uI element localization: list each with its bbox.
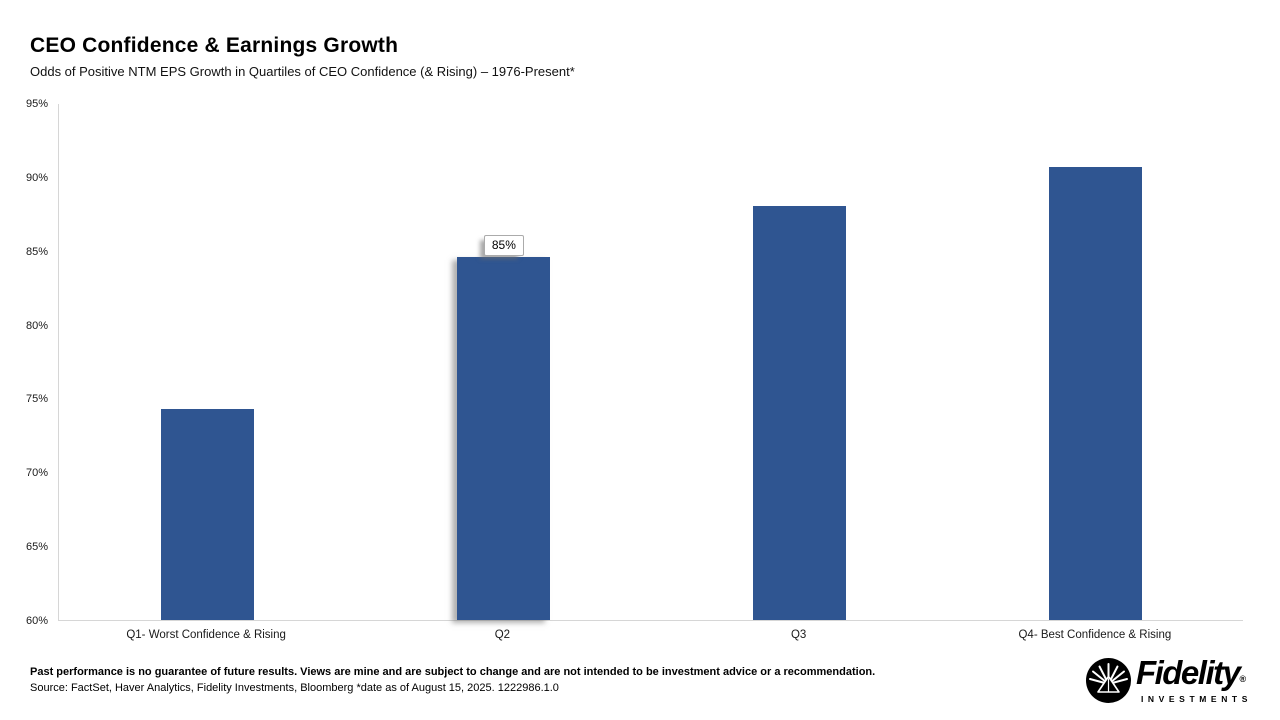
bar-q1[interactable] bbox=[160, 408, 254, 620]
x-tick-label: Q1- Worst Confidence & Rising bbox=[126, 629, 286, 641]
x-tick-label: Q2 bbox=[494, 629, 511, 641]
bar-q2[interactable] bbox=[456, 256, 550, 620]
y-tick-label: 75% bbox=[25, 393, 48, 406]
bar-q3[interactable] bbox=[753, 206, 847, 620]
chart-title: CEO Confidence & Earnings Growth bbox=[30, 34, 399, 57]
x-tick-label: Q3 bbox=[790, 629, 807, 641]
y-tick-label: 90% bbox=[25, 171, 48, 184]
y-tick-label: 80% bbox=[25, 319, 48, 332]
disclaimer-text: Past performance is no guarantee of futu… bbox=[30, 666, 876, 678]
y-tick-label: 85% bbox=[25, 245, 48, 258]
fidelity-pyramid-icon bbox=[1085, 657, 1131, 703]
fidelity-logo: Fidelity® INVESTMENTS bbox=[1085, 656, 1252, 704]
fidelity-wordmark: Fidelity® INVESTMENTS bbox=[1136, 656, 1252, 704]
logo-brand-text: Fidelity® bbox=[1135, 654, 1247, 691]
logo-sub-text: INVESTMENTS bbox=[1140, 694, 1252, 704]
y-tick-label: 95% bbox=[25, 98, 48, 110]
source-text: Source: FactSet, Haver Analytics, Fideli… bbox=[30, 682, 559, 694]
data-label-tooltip: 85% bbox=[483, 234, 524, 256]
registered-mark: ® bbox=[1239, 674, 1247, 684]
data-label-value: 85% bbox=[491, 237, 516, 252]
chart-subtitle: Odds of Positive NTM EPS Growth in Quart… bbox=[30, 64, 575, 79]
y-tick-label: 65% bbox=[25, 541, 48, 554]
y-tick-label: 60% bbox=[25, 615, 48, 627]
x-tick-label: Q4- Best Confidence & Rising bbox=[1018, 629, 1172, 641]
y-tick-label: 70% bbox=[25, 467, 48, 480]
plot-area bbox=[58, 104, 1243, 621]
bar-q4[interactable] bbox=[1049, 166, 1143, 620]
